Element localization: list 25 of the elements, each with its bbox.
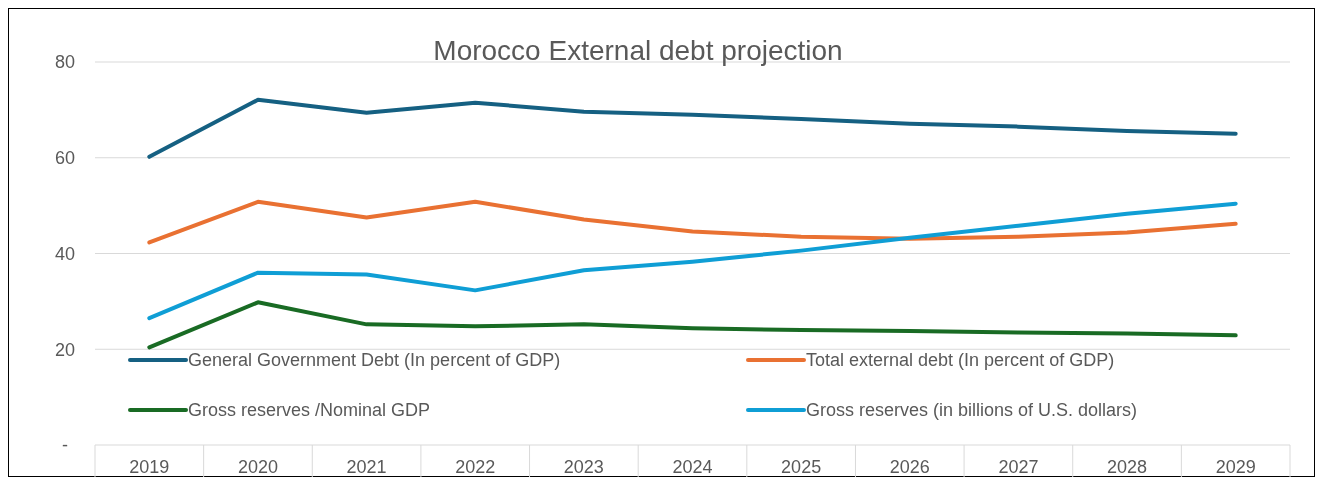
- y-tick-label: 40: [54, 243, 76, 264]
- x-tick-label: 2029: [1215, 457, 1256, 477]
- y-tick-label: 20: [54, 339, 76, 360]
- x-tick-label: 2027: [998, 457, 1039, 477]
- x-tick-label: 2022: [455, 457, 496, 477]
- x-tick-label: 2025: [781, 457, 822, 477]
- x-tick-label: 2019: [129, 457, 170, 477]
- legend-label: Gross reserves /Nominal GDP: [188, 400, 431, 421]
- legend-label: General Government Debt (In percent of GDP): [188, 350, 561, 371]
- x-tick-label: 2024: [672, 457, 713, 477]
- y-tick-label: 60: [54, 148, 76, 169]
- x-tick-label: 2028: [1107, 457, 1148, 477]
- y-tick-label: 80: [54, 52, 76, 73]
- line-series: [147, 300, 1238, 350]
- line-series: [147, 199, 1238, 245]
- x-tick-label: 2020: [237, 457, 278, 477]
- x-tick-label: 2023: [563, 457, 604, 477]
- legend-label: Total external debt (In percent of GDP): [806, 350, 1115, 371]
- legend-label: Gross reserves (in billions of U.S. dollars): [806, 400, 1138, 421]
- x-tick-label: 2021: [346, 457, 387, 477]
- line-series: [147, 97, 1238, 159]
- y-tick-label: -: [62, 435, 68, 456]
- chart-title: Morocco External debt projection: [433, 35, 843, 66]
- line-series: [147, 201, 1238, 321]
- x-tick-label: 2026: [889, 457, 930, 477]
